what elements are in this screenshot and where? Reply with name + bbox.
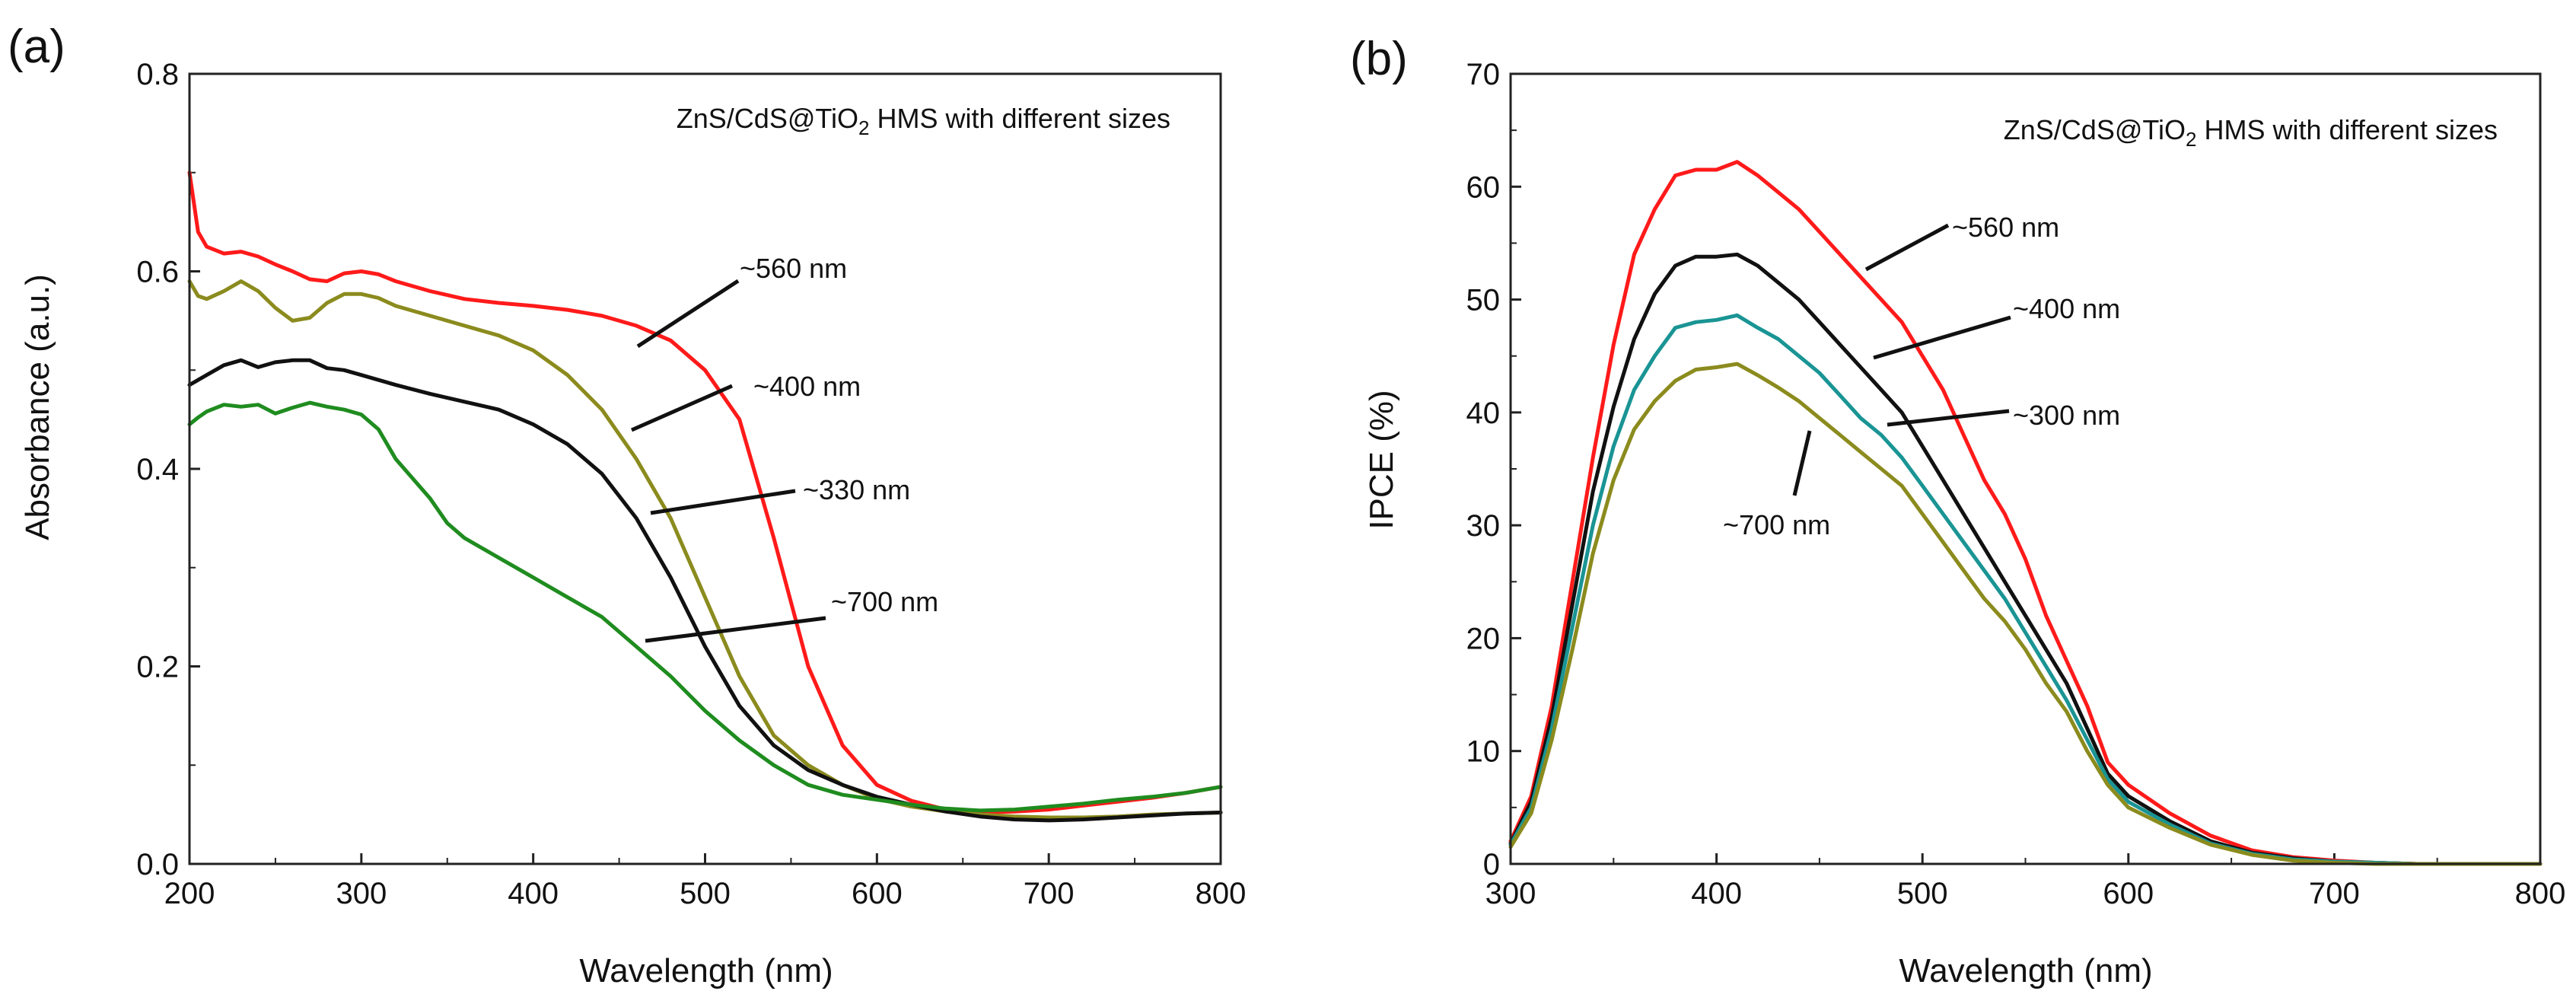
panel-a-series-line-560nm [187,170,1223,814]
panel-b-y-axis-title: IPCE (%) [1363,390,1400,529]
panel-a-label: (a) [8,21,65,73]
panel-b: (b) IPCE (%) Wavelength (nm) ZnS/CdS@TiO… [1350,33,2565,989]
line-label-a-330: ~330 nm [803,474,910,505]
panel-a-series-line-400nm [187,279,1223,820]
panel-a-ytick-label: 0.2 [136,651,179,684]
panel-a-xtick-label: 400 [508,877,559,910]
line-label-b-560: ~560 nm [1952,212,2059,243]
panel-b-xtick-label: 700 [2309,877,2360,910]
panel-b-x-axis-title: Wavelength (nm) [1899,952,2152,989]
panel-a-annotation: ZnS/CdS@TiO2 HMS with different sizes [677,103,1170,139]
line-label-b-700: ~700 nm [1723,509,1830,540]
callout-leader-b-400 [1873,315,2011,360]
line-label-b-400: ~400 nm [2013,293,2120,324]
panel-b-xtick-label: 400 [1691,877,1742,910]
callout-leader-a-560 [636,279,740,349]
panel-b-callouts: ~560 nm ~400 nm ~300 nm ~700 nm [1723,212,2120,540]
panel-a-xtick-label: 300 [336,877,387,910]
panel-b-ytick-label: 60 [1466,170,1501,204]
panel-a-ytick-label: 0.4 [136,453,179,486]
panel-b-ytick-label: 0 [1483,848,1500,881]
panel-a-ytick-label: 0.0 [136,848,179,881]
line-label-a-700: ~700 nm [831,586,938,617]
panel-a-xtick-label: 200 [164,877,215,910]
panel-b-ytick-label: 30 [1466,509,1501,543]
panel-a-series-line-700nm [187,400,1223,813]
callout-leader-a-700 [645,616,826,643]
panel-a-ytick-label: 0.8 [136,58,179,91]
panel-b-label: (b) [1350,33,1408,85]
panel-b-series-line-700nm [1508,362,2543,866]
panel-a-callouts: ~560 nm ~400 nm ~330 nm ~700 nm [630,253,938,643]
panel-a-xtick-label: 600 [852,877,903,910]
callout-leader-b-700 [1792,430,1812,496]
panel-b-xtick-label: 600 [2103,877,2154,910]
panel-b-series-line-560nm [1508,160,2543,866]
callout-leader-b-300 [1887,409,2010,427]
panel-b-plot-frame [1509,72,2542,865]
panel-b-ytick-label: 50 [1466,284,1501,317]
line-label-a-560: ~560 nm [740,253,847,284]
panel-b-xtick-label: 800 [2515,877,2566,910]
panel-b-xtick-label: 500 [1897,877,1948,910]
panel-a-series-line-330nm [187,358,1223,823]
panel-a-plot-frame [188,72,1222,865]
panel-b-ytick-label: 10 [1466,735,1501,769]
panel-b-annotation: ZnS/CdS@TiO2 HMS with different sizes [2004,114,2498,151]
panel-a-xtick-label: 700 [1024,877,1075,910]
callout-leader-a-400 [630,384,734,432]
panel-b-series-line-300nm [1508,313,2543,866]
panel-a-y-axis-title: Absorbance (a.u.) [19,274,56,540]
panel-b-xtick-label: 300 [1485,877,1536,910]
callout-leader-b-560 [1864,223,1950,272]
panel-b-ytick-label: 20 [1466,622,1501,655]
line-label-b-300: ~300 nm [2013,400,2120,431]
panel-b-ytick-label: 40 [1466,397,1501,430]
panel-b-ticks: 300 400 500 600 700 800 0 10 20 30 40 50 60 70 [1466,58,2566,910]
panel-a-ytick-label: 0.6 [136,256,179,289]
panel-a: (a) Absorbance (a.u.) Wavelength (nm) Zn… [8,21,1246,989]
panel-a-xtick-label: 500 [680,877,731,910]
panel-b-ytick-label: 70 [1466,58,1501,91]
callout-leader-a-330 [650,489,796,515]
panel-b-series-group [1508,160,2543,866]
panel-a-x-axis-title: Wavelength (nm) [579,952,833,989]
panel-a-ticks: 200 300 400 500 600 700 800 0.0 0.2 0.4 0.6 0.8 [136,58,1246,910]
panel-a-series-group [187,170,1223,823]
line-label-a-400: ~400 nm [753,371,861,402]
panel-a-xtick-label: 800 [1196,877,1247,910]
